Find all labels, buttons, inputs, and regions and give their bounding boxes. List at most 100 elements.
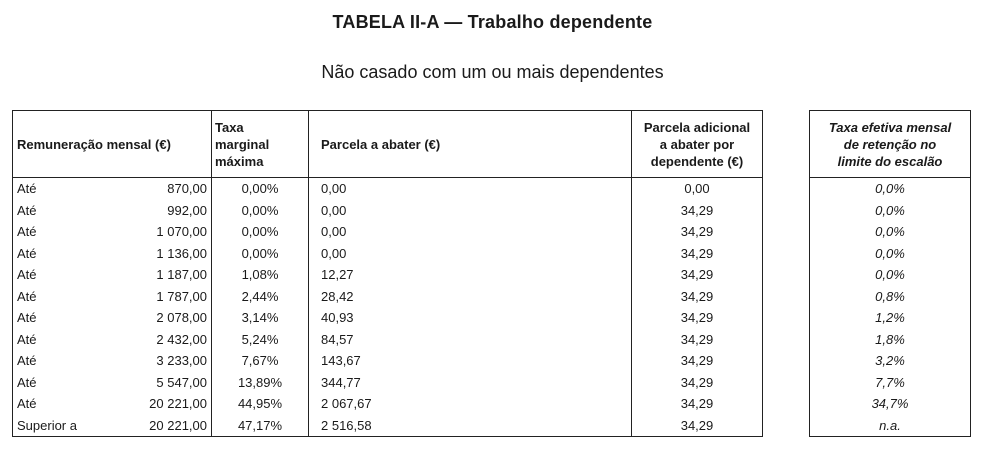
table-row: 0,0% (809, 199, 971, 221)
header-efetiva-line: limite do escalão (837, 153, 943, 169)
row-parcela: 0,00 (308, 199, 632, 221)
row-taxa-efetiva: n.a. (809, 414, 971, 437)
table-body: 0,0% 0,0% 0,0% 0,0% 0,0% 0,8% 1,2% 1,8% 3,2% 7,7%… (809, 177, 971, 437)
row-parcela: 84,57 (308, 328, 632, 350)
header-row: Remuneração mensal (€) Taxa marginal máx… (12, 110, 763, 178)
row-adicional: 34,29 (631, 264, 763, 286)
table-row: Até 2 078,00 3,14% 40,93 34,29 (12, 307, 763, 329)
header-parcela: Parcela a abater (€) (308, 110, 632, 178)
row-parcela: 0,00 (308, 242, 632, 264)
table-row: 34,7% (809, 393, 971, 415)
row-label: Superior a (12, 414, 117, 437)
row-remuneracao: 1 070,00 (117, 221, 212, 243)
row-adicional: 34,29 (631, 350, 763, 372)
row-label: Até (12, 285, 117, 307)
row-adicional: 34,29 (631, 393, 763, 415)
header-taxa-line: Taxa (215, 119, 244, 135)
header-efetiva: Taxa efetiva mensal de retenção no limit… (809, 110, 971, 178)
row-taxa-efetiva: 34,7% (809, 393, 971, 415)
row-label: Até (12, 371, 117, 393)
row-taxa-efetiva: 0,0% (809, 221, 971, 243)
header-taxa-line: marginal (215, 136, 270, 152)
table-row: Até 1 136,00 0,00% 0,00 34,29 (12, 242, 763, 264)
row-label: Até (12, 264, 117, 286)
row-parcela: 0,00 (308, 177, 632, 200)
table-title: TABELA II-A — Trabalho dependente (332, 12, 653, 32)
row-label: Até (12, 328, 117, 350)
row-adicional: 34,29 (631, 307, 763, 329)
row-taxa: 0,00% (211, 221, 309, 243)
row-taxa: 44,95% (211, 393, 309, 415)
row-parcela: 2 067,67 (308, 393, 632, 415)
table-row: 0,0% (809, 177, 971, 200)
row-taxa-efetiva: 0,0% (809, 199, 971, 221)
row-parcela: 28,42 (308, 285, 632, 307)
row-adicional: 34,29 (631, 414, 763, 437)
row-taxa: 2,44% (211, 285, 309, 307)
row-remuneracao: 5 547,00 (117, 371, 212, 393)
header-taxa: Taxa marginal máxima (211, 110, 309, 178)
row-adicional: 34,29 (631, 221, 763, 243)
row-parcela: 344,77 (308, 371, 632, 393)
row-remuneracao: 20 221,00 (117, 414, 212, 437)
table-row: 7,7% (809, 371, 971, 393)
row-taxa-efetiva: 1,8% (809, 328, 971, 350)
row-taxa-efetiva: 0,0% (809, 242, 971, 264)
row-remuneracao: 1 187,00 (117, 264, 212, 286)
row-remuneracao: 2 078,00 (117, 307, 212, 329)
table-row: 1,8% (809, 328, 971, 350)
row-remuneracao: 870,00 (117, 177, 212, 200)
row-adicional: 34,29 (631, 371, 763, 393)
row-adicional: 34,29 (631, 242, 763, 264)
row-taxa-efetiva: 0,0% (809, 177, 971, 200)
row-label: Até (12, 350, 117, 372)
table-row: Até 3 233,00 7,67% 143,67 34,29 (12, 350, 763, 372)
table-row: n.a. (809, 414, 971, 437)
header-adicional-line: a abater por (659, 136, 735, 152)
row-remuneracao: 1 787,00 (117, 285, 212, 307)
header-efetiva-line: de retenção no (843, 136, 937, 152)
header-taxa-line: máxima (215, 153, 264, 169)
row-label: Até (12, 199, 117, 221)
table-subtitle: Não casado com um ou mais dependentes (321, 62, 664, 82)
row-taxa: 0,00% (211, 199, 309, 221)
row-parcela: 143,67 (308, 350, 632, 372)
row-taxa: 1,08% (211, 264, 309, 286)
row-taxa: 0,00% (211, 242, 309, 264)
effective-rate-table: Taxa efetiva mensal de retenção no limit… (809, 110, 971, 437)
row-taxa: 5,24% (211, 328, 309, 350)
table-row: 0,0% (809, 242, 971, 264)
table-row: Até 992,00 0,00% 0,00 34,29 (12, 199, 763, 221)
row-parcela: 12,27 (308, 264, 632, 286)
table-row: 0,0% (809, 221, 971, 243)
header-remuneracao: Remuneração mensal (€) (12, 110, 212, 178)
row-taxa: 7,67% (211, 350, 309, 372)
row-remuneracao: 1 136,00 (117, 242, 212, 264)
table-row: Até 2 432,00 5,24% 84,57 34,29 (12, 328, 763, 350)
table-row: Até 1 787,00 2,44% 28,42 34,29 (12, 285, 763, 307)
row-remuneracao: 20 221,00 (117, 393, 212, 415)
row-taxa-efetiva: 0,0% (809, 264, 971, 286)
row-remuneracao: 2 432,00 (117, 328, 212, 350)
header-adicional-line: dependente (€) (650, 153, 744, 169)
table-row: 0,8% (809, 285, 971, 307)
row-parcela: 2 516,58 (308, 414, 632, 437)
table-row: Até 1 070,00 0,00% 0,00 34,29 (12, 221, 763, 243)
row-taxa-efetiva: 3,2% (809, 350, 971, 372)
table-row: Até 1 187,00 1,08% 12,27 34,29 (12, 264, 763, 286)
withholding-table: Remuneração mensal (€) Taxa marginal máx… (12, 110, 763, 437)
row-label: Até (12, 221, 117, 243)
row-label: Até (12, 177, 117, 200)
row-taxa: 47,17% (211, 414, 309, 437)
row-taxa-efetiva: 1,2% (809, 307, 971, 329)
header-efetiva-line: Taxa efetiva mensal (828, 119, 952, 135)
table-row: 1,2% (809, 307, 971, 329)
row-label: Até (12, 307, 117, 329)
row-adicional: 0,00 (631, 177, 763, 200)
table-row: 0,0% (809, 264, 971, 286)
table-row: Até 20 221,00 44,95% 2 067,67 34,29 (12, 393, 763, 415)
row-remuneracao: 992,00 (117, 199, 212, 221)
header-adicional: Parcela adicional a abater por dependent… (631, 110, 763, 178)
row-taxa-efetiva: 7,7% (809, 371, 971, 393)
row-taxa: 3,14% (211, 307, 309, 329)
